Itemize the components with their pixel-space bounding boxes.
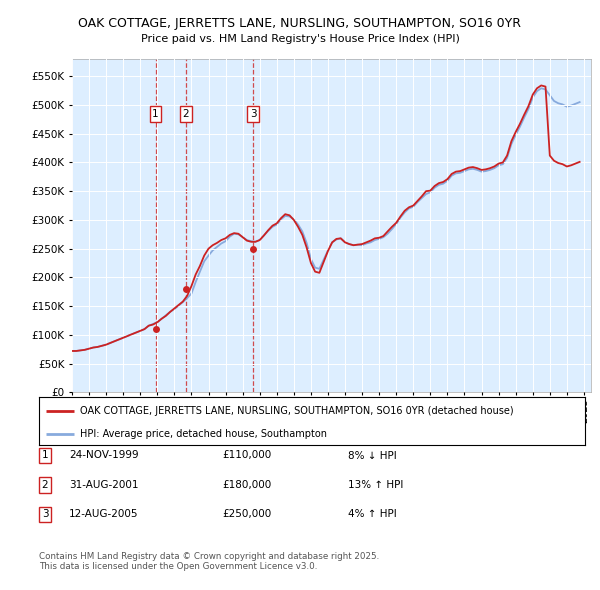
Text: 31-AUG-2001: 31-AUG-2001 [69,480,139,490]
Text: 24-NOV-1999: 24-NOV-1999 [69,451,139,460]
Text: 2: 2 [182,109,189,119]
Text: HPI: Average price, detached house, Southampton: HPI: Average price, detached house, Sout… [80,429,327,439]
Text: 1: 1 [41,451,49,460]
Text: £180,000: £180,000 [222,480,271,490]
Text: 12-AUG-2005: 12-AUG-2005 [69,510,139,519]
Text: £250,000: £250,000 [222,510,271,519]
Text: 1: 1 [152,109,159,119]
Text: OAK COTTAGE, JERRETTS LANE, NURSLING, SOUTHAMPTON, SO16 0YR: OAK COTTAGE, JERRETTS LANE, NURSLING, SO… [79,17,521,30]
Text: 2: 2 [41,480,49,490]
Text: £110,000: £110,000 [222,451,271,460]
Text: Price paid vs. HM Land Registry's House Price Index (HPI): Price paid vs. HM Land Registry's House … [140,34,460,44]
Text: 8% ↓ HPI: 8% ↓ HPI [348,451,397,460]
Text: 13% ↑ HPI: 13% ↑ HPI [348,480,403,490]
Text: Contains HM Land Registry data © Crown copyright and database right 2025.
This d: Contains HM Land Registry data © Crown c… [39,552,379,571]
Text: 4% ↑ HPI: 4% ↑ HPI [348,510,397,519]
Text: 3: 3 [41,510,49,519]
Text: 3: 3 [250,109,256,119]
Text: OAK COTTAGE, JERRETTS LANE, NURSLING, SOUTHAMPTON, SO16 0YR (detached house): OAK COTTAGE, JERRETTS LANE, NURSLING, SO… [80,405,514,415]
